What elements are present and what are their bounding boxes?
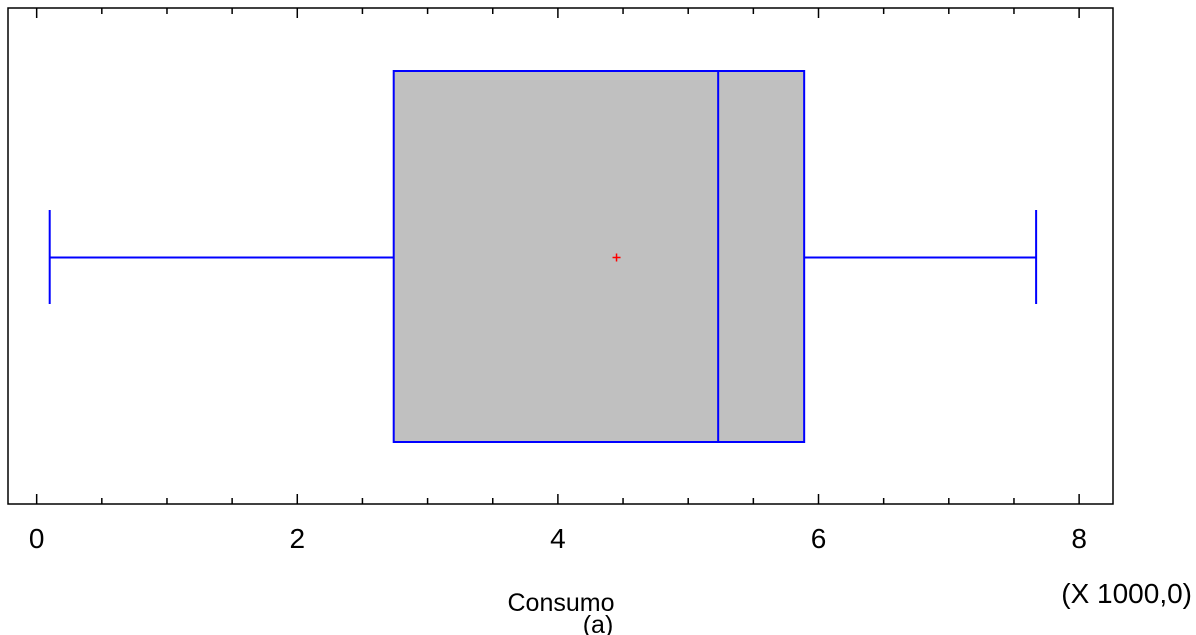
figure-caption: (a) bbox=[583, 611, 614, 635]
x-axis-label: Consumo bbox=[508, 589, 615, 617]
x-tick-label: 4 bbox=[550, 523, 566, 554]
iqr-box bbox=[392, 70, 806, 443]
x-tick-labels: 0 2 4 6 8 bbox=[29, 523, 1087, 554]
plot-frame bbox=[7, 7, 1114, 505]
top-ticks bbox=[35, 8, 1080, 18]
mean-marker bbox=[612, 253, 621, 262]
x-axis-multiplier: (X 1000,0) bbox=[1061, 578, 1192, 609]
x-tick-label: 8 bbox=[1071, 523, 1087, 554]
x-tick-label: 6 bbox=[811, 523, 827, 554]
x-tick-label: 2 bbox=[289, 523, 305, 554]
x-tick-label: 0 bbox=[29, 523, 45, 554]
bottom-ticks bbox=[35, 494, 1080, 504]
